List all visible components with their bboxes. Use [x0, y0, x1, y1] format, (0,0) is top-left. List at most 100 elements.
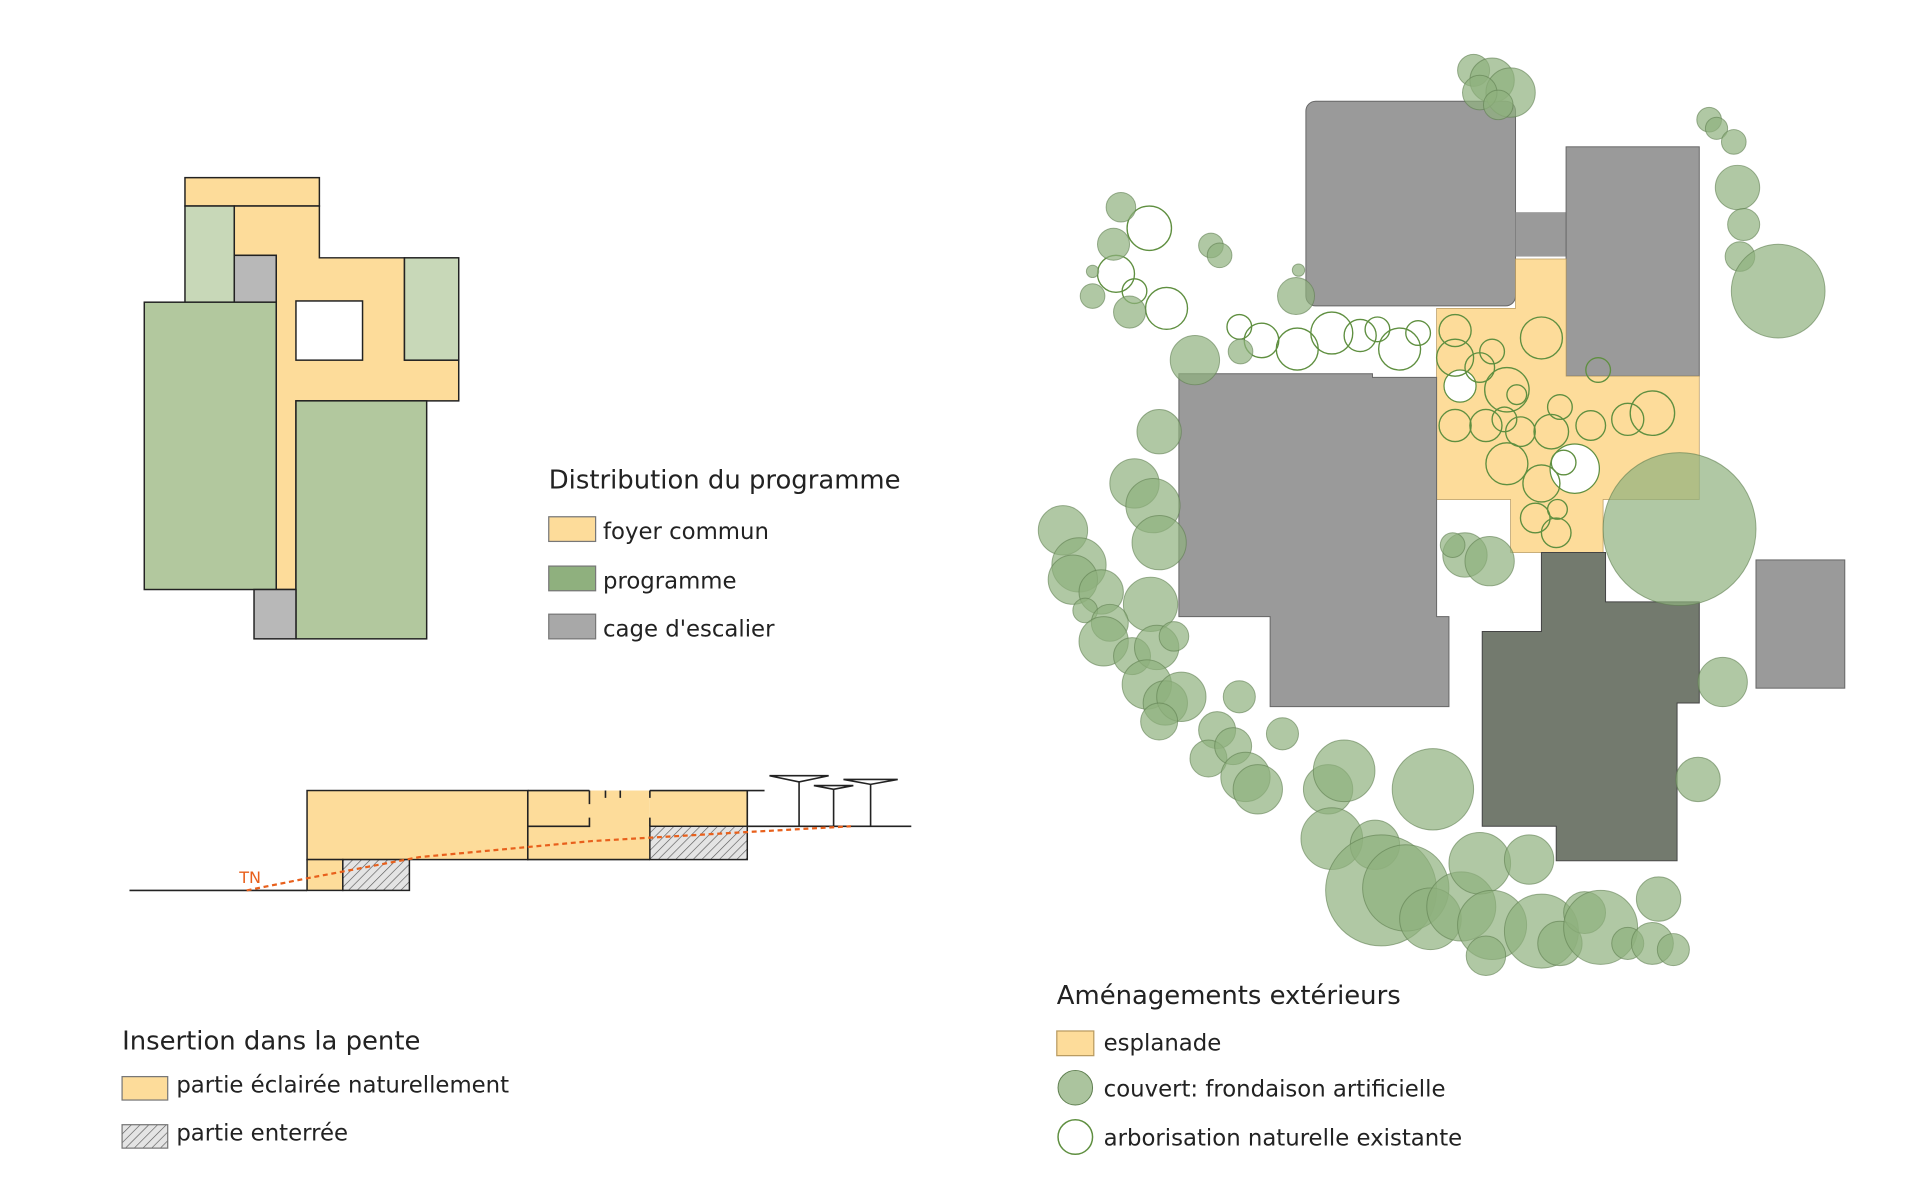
canopy-tree — [1206, 242, 1233, 269]
canopy-tree — [1464, 536, 1515, 587]
site-title: Aménagements extérieurs — [1057, 981, 1401, 1011]
plan-programme-light-right — [403, 257, 460, 361]
existing-tree — [1226, 313, 1253, 340]
existing-tree — [1096, 254, 1136, 294]
canopy-tree — [1697, 656, 1748, 708]
canopy-tree — [1085, 264, 1100, 279]
canopy-tree — [1720, 129, 1747, 155]
existing-tree — [1519, 502, 1551, 534]
existing-tree — [1377, 327, 1422, 371]
canopy-tree — [1602, 452, 1757, 607]
legend-swatch-esplanade — [1056, 1030, 1095, 1057]
existing-tree — [1405, 320, 1432, 347]
existing-tree — [1519, 316, 1564, 360]
legend-swatch-stair — [548, 613, 597, 640]
section-lit-main — [306, 789, 529, 861]
existing-tree — [1491, 406, 1518, 433]
canopy-tree — [1169, 334, 1221, 386]
canopy-tree — [1158, 621, 1190, 652]
canopy-tree — [1277, 277, 1316, 316]
canopy-tree — [1727, 207, 1761, 242]
plan-stair-top — [233, 254, 277, 303]
existing-tree — [1575, 410, 1607, 441]
legend-swatch-buried — [121, 1124, 169, 1149]
canopy-tree — [1635, 876, 1682, 922]
legend-swatch-programme — [548, 565, 597, 592]
distribution-title: Distribution du programme — [549, 465, 901, 495]
tn-natural-terrain-line — [246, 825, 851, 892]
canopy-tree — [1439, 532, 1466, 558]
legend-label-esplanade: esplanade — [1104, 1031, 1222, 1057]
legend-label-lit: partie éclairée naturellement — [176, 1073, 509, 1099]
plan-stair-bottom — [253, 588, 297, 640]
existing-tree — [1310, 311, 1354, 355]
tn-label: TN — [238, 868, 261, 887]
plan-programme-left — [143, 301, 277, 591]
canopy-tree — [1131, 515, 1187, 571]
section-lit-right — [649, 790, 748, 827]
canopy-tree — [1079, 283, 1106, 309]
existing-tree — [1533, 413, 1570, 450]
existing-tree — [1469, 408, 1503, 443]
existing-tree — [1485, 442, 1529, 486]
legend-swatch-foyer — [548, 516, 597, 543]
section-title: Insertion dans la pente — [122, 1026, 420, 1056]
legend-swatch-canopy — [1057, 1069, 1094, 1106]
canopy-tree — [1140, 702, 1179, 741]
legend-label-buried: partie enterrée — [176, 1121, 348, 1147]
plan-foyer-top-strip — [184, 176, 321, 207]
canopy-tree — [1704, 116, 1729, 140]
section-buried-low — [342, 858, 411, 892]
canopy-tree — [1656, 933, 1690, 967]
canopy-tree — [1113, 295, 1147, 329]
section-drawing: TN — [129, 774, 912, 892]
building-east — [1755, 559, 1846, 689]
distribution-legend: Distribution du programme foyer commun p… — [548, 465, 901, 642]
existing-tree — [1611, 402, 1645, 437]
plan-patio — [295, 300, 364, 361]
canopy-tree — [1136, 408, 1182, 455]
existing-tree — [1629, 390, 1676, 437]
canopy-tree — [1482, 89, 1514, 121]
section-buried-right — [649, 825, 749, 861]
esplanade-opening — [1443, 369, 1477, 403]
canopy-tree — [1291, 263, 1306, 277]
legend-swatch-lit — [121, 1075, 169, 1101]
legend-label-stair: cage d'escalier — [603, 616, 775, 642]
legend-label-canopy: couvert: frondaison artificielle — [1104, 1076, 1446, 1102]
existing-tree — [1126, 205, 1173, 252]
building-north — [1305, 100, 1517, 307]
existing-tree — [1546, 498, 1568, 520]
canopy-tree — [1465, 935, 1507, 976]
legend-swatch-existing-trees — [1057, 1119, 1094, 1156]
canopy-tree — [1222, 680, 1256, 714]
canopy-tree — [1391, 748, 1475, 831]
canopy-tree — [1232, 764, 1283, 815]
building-north-east — [1565, 146, 1700, 377]
canopy-umbrellas — [769, 774, 898, 827]
canopy-tree — [1503, 834, 1555, 885]
canopy-tree — [1730, 243, 1826, 339]
existing-tree — [1343, 318, 1377, 353]
existing-tree — [1546, 394, 1573, 421]
building-west — [1178, 373, 1450, 708]
existing-tree — [1275, 327, 1319, 371]
existing-tree — [1479, 338, 1506, 365]
existing-tree — [1550, 449, 1577, 476]
existing-tree — [1438, 313, 1472, 348]
existing-tree — [1540, 517, 1572, 549]
canopy-tree — [1714, 164, 1761, 211]
existing-tree — [1506, 384, 1528, 406]
plan-programme-light-left — [184, 205, 236, 303]
canopy-tree — [1448, 831, 1512, 895]
section-outline — [526, 789, 765, 861]
canopy-tree — [1312, 739, 1376, 803]
building-south-dark — [1481, 552, 1700, 862]
site-legend: Aménagements extérieurs esplanade couver… — [1056, 981, 1462, 1156]
existing-tree — [1484, 366, 1530, 413]
legend-label-programme: programme — [603, 568, 737, 594]
artificial-canopy — [1037, 53, 1826, 976]
canopy-tree — [1097, 227, 1131, 261]
canopy-tree — [1227, 338, 1254, 365]
